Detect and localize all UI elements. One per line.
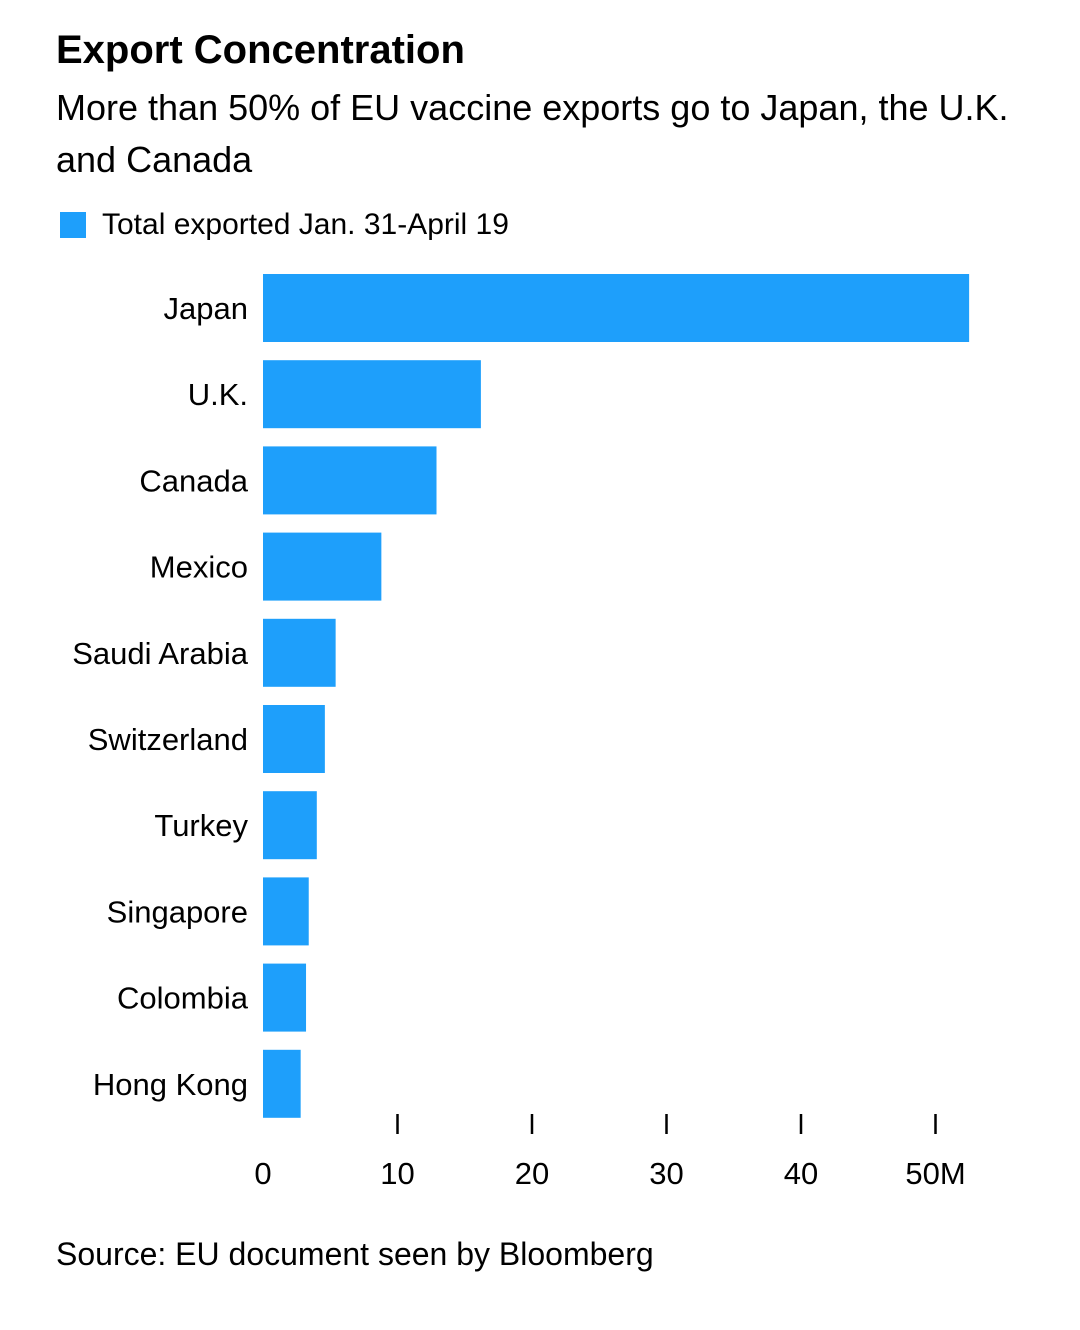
bar-hong-kong bbox=[263, 1049, 301, 1118]
category-label: Saudi Arabia bbox=[72, 636, 249, 671]
category-label: Japan bbox=[164, 291, 248, 326]
x-tick-label: 20 bbox=[515, 1156, 549, 1191]
category-label: Switzerland bbox=[88, 722, 248, 757]
category-label: Hong Kong bbox=[93, 1067, 248, 1102]
chart-title: Export Concentration bbox=[56, 28, 465, 72]
category-label: Turkey bbox=[154, 808, 248, 843]
bar-switzerland bbox=[263, 705, 325, 773]
legend-swatch bbox=[60, 212, 86, 238]
x-tick-label: 40 bbox=[784, 1156, 818, 1191]
x-tick-label: 0 bbox=[254, 1156, 271, 1191]
x-tick-label: 50M bbox=[905, 1156, 965, 1191]
bar-singapore bbox=[263, 877, 309, 946]
bar-turkey bbox=[263, 791, 317, 860]
category-label: U.K. bbox=[188, 377, 248, 412]
source-note: Source: EU document seen by Bloomberg bbox=[56, 1236, 654, 1272]
chart-subtitle: More than 50% of EU vaccine exports go t… bbox=[56, 87, 1009, 180]
bar-japan bbox=[263, 274, 970, 342]
bar-mexico bbox=[263, 532, 382, 601]
x-tick-label: 30 bbox=[649, 1156, 683, 1191]
bar-canada bbox=[263, 446, 437, 515]
legend-label: Total exported Jan. 31-April 19 bbox=[102, 208, 509, 241]
category-label: Canada bbox=[139, 463, 248, 498]
x-tick-label: 10 bbox=[380, 1156, 414, 1191]
category-label: Singapore bbox=[107, 894, 248, 929]
category-label: Colombia bbox=[117, 981, 249, 1016]
bar-saudi-arabia bbox=[263, 618, 336, 687]
legend: Total exported Jan. 31-April 19 bbox=[60, 206, 509, 244]
bar-u-k bbox=[263, 360, 481, 429]
bar-colombia bbox=[263, 963, 307, 1032]
category-label: Mexico bbox=[150, 550, 248, 585]
